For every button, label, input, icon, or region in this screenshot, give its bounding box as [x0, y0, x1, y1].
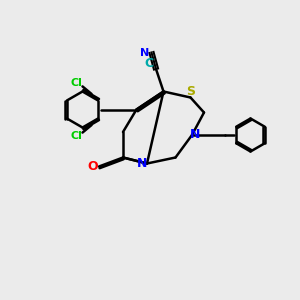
Text: Cl: Cl — [70, 130, 83, 141]
Text: S: S — [186, 85, 195, 98]
Text: O: O — [88, 160, 98, 173]
Text: Cl: Cl — [70, 78, 83, 88]
Text: N: N — [136, 157, 147, 170]
Text: N: N — [190, 128, 200, 142]
Text: C: C — [145, 57, 154, 70]
Text: N: N — [140, 47, 149, 58]
